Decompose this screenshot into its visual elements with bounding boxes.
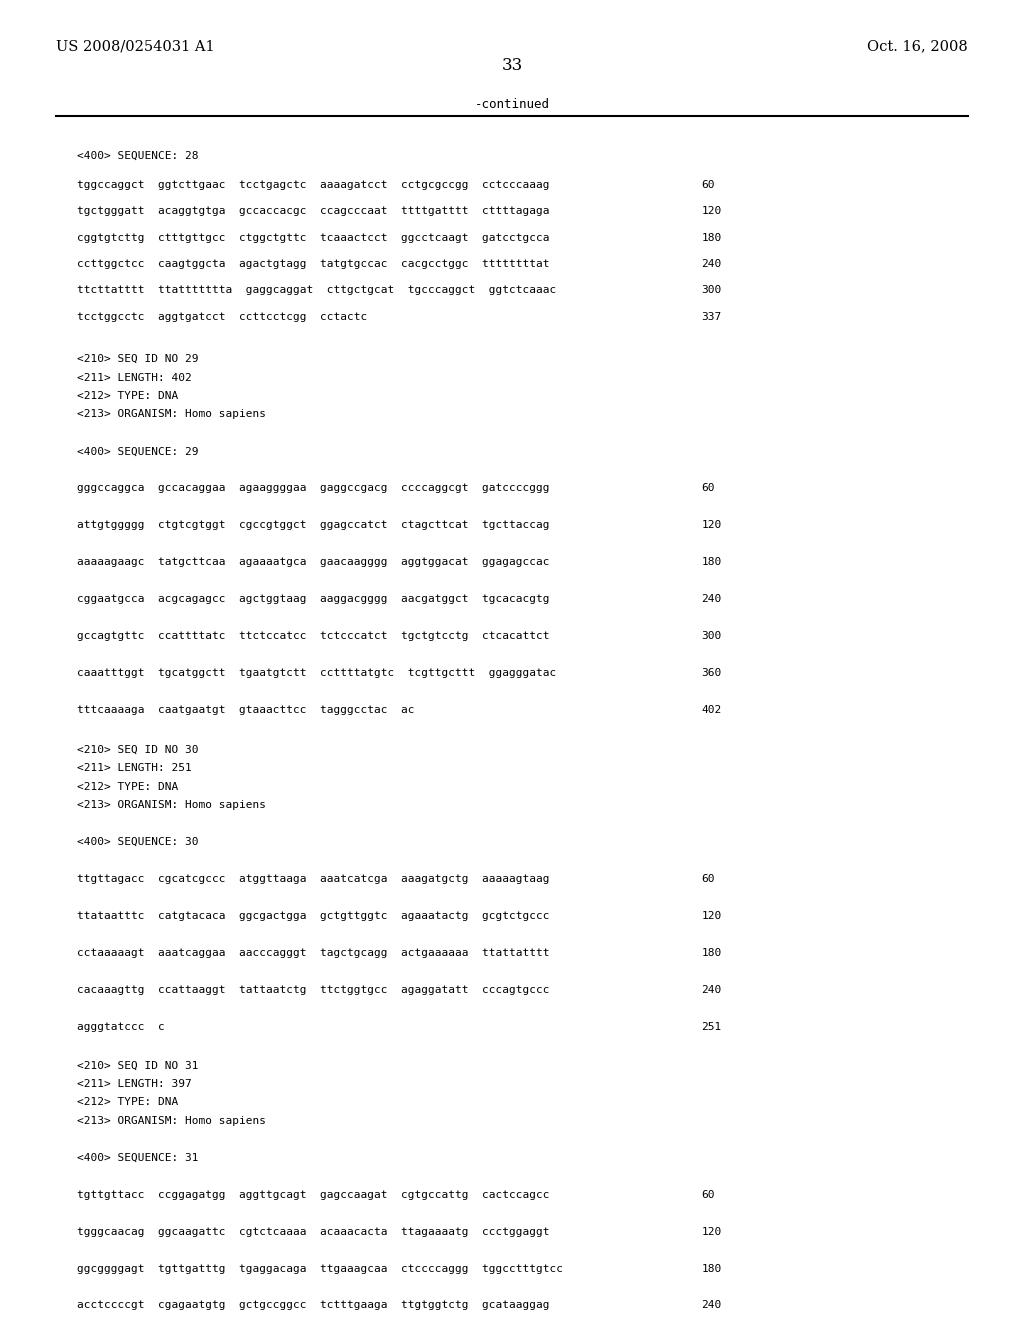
Text: tggccaggct  ggtcttgaac  tcctgagctc  aaaagatcct  cctgcgccgg  cctcccaaag: tggccaggct ggtcttgaac tcctgagctc aaaagat… <box>77 180 549 190</box>
Text: 120: 120 <box>701 206 722 216</box>
Text: <212> TYPE: DNA: <212> TYPE: DNA <box>77 781 178 792</box>
Text: tcctggcctc  aggtgatcct  ccttcctcgg  cctactc: tcctggcctc aggtgatcct ccttcctcgg cctactc <box>77 312 367 322</box>
Text: agggtatccc  c: agggtatccc c <box>77 1022 165 1032</box>
Text: ttcttatttt  ttattttttta  gaggcaggat  cttgctgcat  tgcccaggct  ggtctcaaac: ttcttatttt ttattttttta gaggcaggat cttgct… <box>77 285 556 296</box>
Text: ttataatttc  catgtacaca  ggcgactgga  gctgttggtc  agaaatactg  gcgtctgccc: ttataatttc catgtacaca ggcgactgga gctgttg… <box>77 911 549 921</box>
Text: 60: 60 <box>701 1189 715 1200</box>
Text: 180: 180 <box>701 232 722 243</box>
Text: 300: 300 <box>701 285 722 296</box>
Text: <400> SEQUENCE: 28: <400> SEQUENCE: 28 <box>77 150 199 161</box>
Text: US 2008/0254031 A1: US 2008/0254031 A1 <box>56 40 215 53</box>
Text: 120: 120 <box>701 1226 722 1237</box>
Text: aaaaagaagc  tatgcttcaa  agaaaatgca  gaacaagggg  aggtggacat  ggagagccac: aaaaagaagc tatgcttcaa agaaaatgca gaacaag… <box>77 557 549 568</box>
Text: <400> SEQUENCE: 29: <400> SEQUENCE: 29 <box>77 446 199 457</box>
Text: 60: 60 <box>701 180 715 190</box>
Text: <211> LENGTH: 402: <211> LENGTH: 402 <box>77 372 191 383</box>
Text: <210> SEQ ID NO 31: <210> SEQ ID NO 31 <box>77 1060 199 1071</box>
Text: <213> ORGANISM: Homo sapiens: <213> ORGANISM: Homo sapiens <box>77 800 266 810</box>
Text: attgtggggg  ctgtcgtggt  cgccgtggct  ggagccatct  ctagcttcat  tgcttaccag: attgtggggg ctgtcgtggt cgccgtggct ggagcca… <box>77 520 549 531</box>
Text: <213> ORGANISM: Homo sapiens: <213> ORGANISM: Homo sapiens <box>77 409 266 420</box>
Text: 240: 240 <box>701 1300 722 1311</box>
Text: 300: 300 <box>701 631 722 642</box>
Text: 240: 240 <box>701 985 722 995</box>
Text: 60: 60 <box>701 874 715 884</box>
Text: ccttggctcc  caagtggcta  agactgtagg  tatgtgccac  cacgcctggc  ttttttttat: ccttggctcc caagtggcta agactgtagg tatgtgc… <box>77 259 549 269</box>
Text: gggccaggca  gccacaggaa  agaaggggaa  gaggccgacg  ccccaggcgt  gatccccggg: gggccaggca gccacaggaa agaaggggaa gaggccg… <box>77 483 549 494</box>
Text: cggaatgcca  acgcagagcc  agctggtaag  aaggacgggg  aacgatggct  tgcacacgtg: cggaatgcca acgcagagcc agctggtaag aaggacg… <box>77 594 549 605</box>
Text: 180: 180 <box>701 1263 722 1274</box>
Text: tgctgggatt  acaggtgtga  gccaccacgc  ccagcccaat  ttttgatttt  cttttagaga: tgctgggatt acaggtgtga gccaccacgc ccagccc… <box>77 206 549 216</box>
Text: <212> TYPE: DNA: <212> TYPE: DNA <box>77 1097 178 1107</box>
Text: <210> SEQ ID NO 30: <210> SEQ ID NO 30 <box>77 744 199 755</box>
Text: gccagtgttc  ccattttatc  ttctccatcc  tctcccatct  tgctgtcctg  ctcacattct: gccagtgttc ccattttatc ttctccatcc tctccca… <box>77 631 549 642</box>
Text: acctccccgt  cgagaatgtg  gctgccggcc  tctttgaaga  ttgtggtctg  gcataaggag: acctccccgt cgagaatgtg gctgccggcc tctttga… <box>77 1300 549 1311</box>
Text: 60: 60 <box>701 483 715 494</box>
Text: cggtgtcttg  ctttgttgcc  ctggctgttc  tcaaactcct  ggcctcaagt  gatcctgcca: cggtgtcttg ctttgttgcc ctggctgttc tcaaact… <box>77 232 549 243</box>
Text: 251: 251 <box>701 1022 722 1032</box>
Text: tgttgttacc  ccggagatgg  aggttgcagt  gagccaagat  cgtgccattg  cactccagcc: tgttgttacc ccggagatgg aggttgcagt gagccaa… <box>77 1189 549 1200</box>
Text: 240: 240 <box>701 259 722 269</box>
Text: tgggcaacag  ggcaagattc  cgtctcaaaa  acaaacacta  ttagaaaatg  ccctggaggt: tgggcaacag ggcaagattc cgtctcaaaa acaaaca… <box>77 1226 549 1237</box>
Text: 180: 180 <box>701 557 722 568</box>
Text: ggcggggagt  tgttgatttg  tgaggacaga  ttgaaagcaa  ctccccaggg  tggcctttgtcc: ggcggggagt tgttgatttg tgaggacaga ttgaaag… <box>77 1263 563 1274</box>
Text: 180: 180 <box>701 948 722 958</box>
Text: <212> TYPE: DNA: <212> TYPE: DNA <box>77 391 178 401</box>
Text: <400> SEQUENCE: 30: <400> SEQUENCE: 30 <box>77 837 199 847</box>
Text: <211> LENGTH: 251: <211> LENGTH: 251 <box>77 763 191 774</box>
Text: caaatttggt  tgcatggctt  tgaatgtctt  ccttttatgtc  tcgttgcttt  ggagggatac: caaatttggt tgcatggctt tgaatgtctt cctttta… <box>77 668 556 678</box>
Text: <210> SEQ ID NO 29: <210> SEQ ID NO 29 <box>77 354 199 364</box>
Text: <213> ORGANISM: Homo sapiens: <213> ORGANISM: Homo sapiens <box>77 1115 266 1126</box>
Text: 120: 120 <box>701 911 722 921</box>
Text: 360: 360 <box>701 668 722 678</box>
Text: <400> SEQUENCE: 31: <400> SEQUENCE: 31 <box>77 1152 199 1163</box>
Text: cctaaaaagt  aaatcaggaa  aacccagggt  tagctgcagg  actgaaaaaa  ttattatttt: cctaaaaagt aaatcaggaa aacccagggt tagctgc… <box>77 948 549 958</box>
Text: cacaaagttg  ccattaaggt  tattaatctg  ttctggtgcc  agaggatatt  cccagtgccc: cacaaagttg ccattaaggt tattaatctg ttctggt… <box>77 985 549 995</box>
Text: -continued: -continued <box>474 98 550 111</box>
Text: 402: 402 <box>701 705 722 715</box>
Text: tttcaaaaga  caatgaatgt  gtaaacttcc  tagggcctac  ac: tttcaaaaga caatgaatgt gtaaacttcc tagggcc… <box>77 705 415 715</box>
Text: 240: 240 <box>701 594 722 605</box>
Text: 33: 33 <box>502 58 522 74</box>
Text: ttgttagacc  cgcatcgccc  atggttaaga  aaatcatcga  aaagatgctg  aaaaagtaag: ttgttagacc cgcatcgccc atggttaaga aaatcat… <box>77 874 549 884</box>
Text: <211> LENGTH: 397: <211> LENGTH: 397 <box>77 1078 191 1089</box>
Text: Oct. 16, 2008: Oct. 16, 2008 <box>867 40 968 53</box>
Text: 337: 337 <box>701 312 722 322</box>
Text: 120: 120 <box>701 520 722 531</box>
